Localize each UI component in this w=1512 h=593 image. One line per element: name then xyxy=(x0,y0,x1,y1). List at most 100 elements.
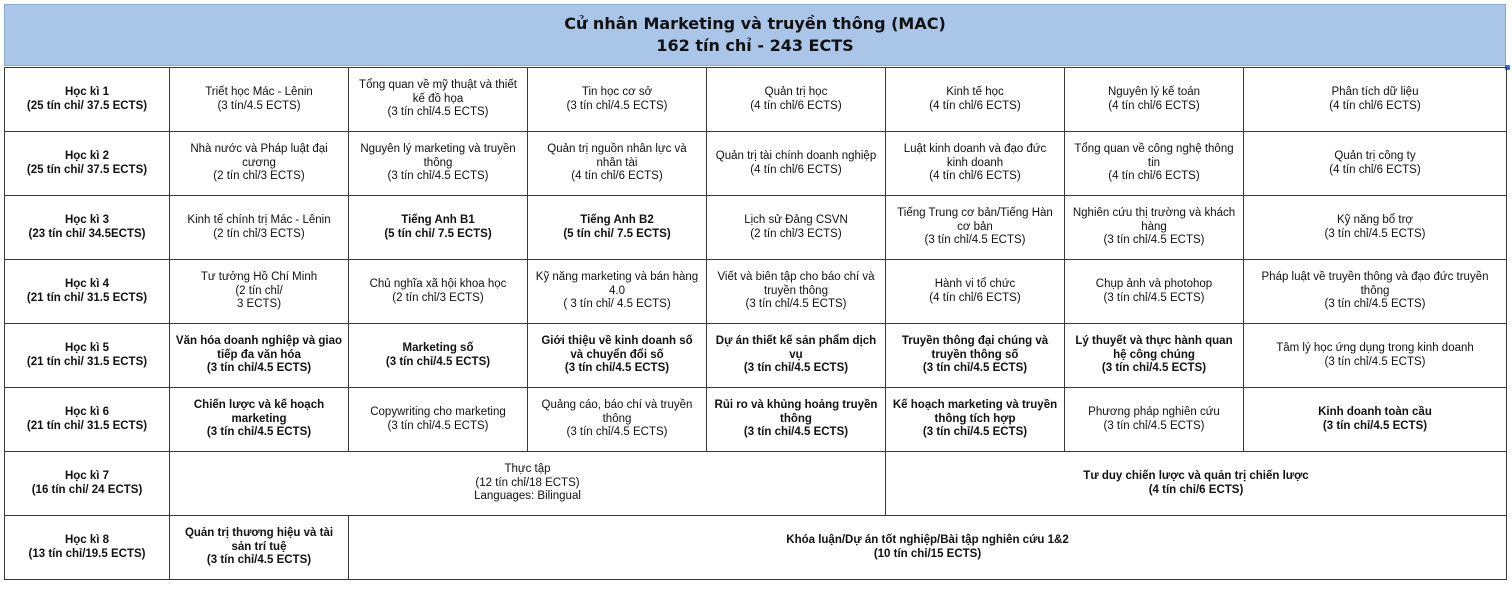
course-credits: (2 tín chỉ/3 ECTS) xyxy=(392,291,484,304)
course-cell[interactable]: Quản trị thương hiệu và tài sản trí tuệ (3… xyxy=(169,515,349,580)
course-cell[interactable]: Nguyên lý marketing và truyền thông (3 tín… xyxy=(348,131,528,196)
course-cell[interactable]: Lịch sử Đảng CSVN (2 tín chỉ/3 ECTS) xyxy=(706,195,886,260)
course-cell[interactable]: Copywriting cho marketing (3 tín chỉ/4.5 … xyxy=(348,387,528,452)
course-name: Kinh tế chính trị Mác - Lênin xyxy=(187,214,331,226)
semester-label-cell[interactable]: Học kì 5 (21 tín chỉ/ 31.5 ECTS) xyxy=(4,323,170,388)
course-cell[interactable]: Truyền thông đại chúng và truyền thông số… xyxy=(885,323,1065,388)
course-cell[interactable]: Tư tưởng Hồ Chí Minh (2 tín chỉ/3 ECTS) xyxy=(169,259,349,324)
course-credits: (4 tín chỉ/6 ECTS) xyxy=(1329,99,1421,112)
semester-name: Học kì 5 xyxy=(64,342,110,354)
course-cell[interactable]: Tiếng Anh B1 (5 tín chỉ/ 7.5 ECTS) xyxy=(348,195,528,260)
course-cell[interactable]: Dự án thiết kế sản phẩm dịch vụ (3 tín chỉ… xyxy=(706,323,886,388)
course-name: Kỹ năng marketing và bán hàng xyxy=(535,271,699,284)
course-name: Văn hóa doanh nghiệp và giao xyxy=(175,335,343,348)
course-name: Tiếng Trung cơ bản/Tiếng Hàn xyxy=(897,207,1053,220)
course-cell[interactable]: Quảng cáo, báo chí và truyền thông (3 tín … xyxy=(527,387,707,452)
course-name: Quản trị học xyxy=(764,86,828,98)
course-cell[interactable]: Phân tích dữ liệu (4 tín chỉ/6 ECTS) xyxy=(1243,67,1507,132)
semester-label-cell[interactable]: Học kì 3 (23 tín chỉ/ 34.5ECTS) xyxy=(4,195,170,260)
curriculum-table: Học kì 1 (25 tín chỉ/ 37.5 ECTS) Triết học… xyxy=(4,67,1507,580)
course-credits: ( 3 tín chỉ/ 4.5 ECTS) xyxy=(563,298,671,311)
program-header[interactable]: Cử nhân Marketing và truyền thông (MAC) … xyxy=(4,4,1506,66)
course-cell[interactable]: Rủi ro và khủng hoảng truyền thông (3 tín … xyxy=(706,387,886,452)
course-cell[interactable]: Marketing số (3 tín chỉ/4.5 ECTS) xyxy=(348,323,528,388)
course-name: tiếp đa văn hóa xyxy=(217,348,301,361)
course-cell[interactable]: Viết và biên tập cho báo chí và truyền th… xyxy=(706,259,886,324)
course-cell[interactable]: Tổng quan về mỹ thuật và thiết kế đồ họa(… xyxy=(348,67,528,132)
course-cell[interactable]: Chủ nghĩa xã hội khoa học (2 tín chỉ/3 EC… xyxy=(348,259,528,324)
course-name: Pháp luật về truyền thông và đạo đức tru… xyxy=(1261,271,1489,284)
course-name: Quản trị công ty xyxy=(1334,150,1416,162)
course-cell[interactable]: Tin học cơ sở (3 tín chỉ/4.5 ECTS) xyxy=(527,67,707,132)
semester-label-cell[interactable]: Học kì 6 (21 tín chỉ/ 31.5 ECTS) xyxy=(4,387,170,452)
course-cell[interactable]: Giới thiệu về kinh doanh số và chuyển đổi… xyxy=(527,323,707,388)
course-cell[interactable]: Chụp ảnh và photohop (3 tín chỉ/4.5 ECTS) xyxy=(1064,259,1244,324)
course-credits: (3 tín chỉ/4.5 ECTS) xyxy=(1324,227,1426,240)
course-cell[interactable]: Hành vi tổ chức (4 tín chỉ/6 ECTS) xyxy=(885,259,1065,324)
course-name: thông xyxy=(602,412,632,425)
course-cell[interactable]: Nhà nước và Pháp luật đại cương (2 tín chỉ… xyxy=(169,131,349,196)
course-name: hàng xyxy=(1141,220,1167,233)
semester-label-cell[interactable]: Học kì 1 (25 tín chỉ/ 37.5 ECTS) xyxy=(4,67,170,132)
semester-credits: (16 tín chỉ/ 24 ECTS) xyxy=(31,483,143,496)
course-cell[interactable]: Triết học Mác - Lênin (3 tín/4.5 ECTS) xyxy=(169,67,349,132)
semester-name: Học kì 8 xyxy=(64,534,110,546)
semester-name: Học kì 3 xyxy=(64,214,110,226)
course-cell[interactable]: Nguyên lý kế toán (4 tín chỉ/6 ECTS) xyxy=(1064,67,1244,132)
semester-label-cell[interactable]: Học kì 7 (16 tín chỉ/ 24 ECTS) xyxy=(4,451,170,516)
semester-row: Học kì 3 (23 tín chỉ/ 34.5ECTS) Kinh tế ch… xyxy=(4,195,1507,260)
course-name: Kinh tế học xyxy=(946,86,1004,98)
course-credits: (4 tín chỉ/6 ECTS) xyxy=(1329,163,1421,176)
course-cell[interactable]: Kinh tế học (4 tín chỉ/6 ECTS) xyxy=(885,67,1065,132)
course-name: Tiếng Anh B2 xyxy=(580,214,654,226)
course-cell[interactable]: Tiếng Anh B2 (5 tín chỉ/ 7.5 ECTS) xyxy=(527,195,707,260)
course-name: (12 tín chỉ/18 ECTS) xyxy=(475,476,580,489)
course-cell[interactable]: Văn hóa doanh nghiệp và giao tiếp đa văn … xyxy=(169,323,349,388)
course-cell[interactable]: Luật kinh doanh và đạo đức kinh doanh (4 t… xyxy=(885,131,1065,196)
course-cell[interactable]: Quản trị nguồn nhân lực và nhân tài (4 tín… xyxy=(527,131,707,196)
course-cell[interactable]: Chiến lược và kế hoạch marketing (3 tín ch… xyxy=(169,387,349,452)
course-cell[interactable]: Tiếng Trung cơ bản/Tiếng Hàn cơ bản (3 tín… xyxy=(885,195,1065,260)
course-name: Chủ nghĩa xã hội khoa học xyxy=(369,278,507,290)
course-cell[interactable]: Lý thuyết và thực hành quan hệ công chúng… xyxy=(1064,323,1244,388)
course-cell[interactable]: Kinh tế chính trị Mác - Lênin (2 tín chỉ/… xyxy=(169,195,349,260)
semester-row: Học kì 5 (21 tín chỉ/ 31.5 ECTS) Văn hóa d… xyxy=(4,323,1507,388)
course-cell[interactable]: Thực tập (12 tín chỉ/18 ECTS) Languages: B… xyxy=(169,451,886,516)
course-cell[interactable]: Nghiên cứu thị trường và khách hàng (3 tín… xyxy=(1064,195,1244,260)
course-cell[interactable]: Tổng quan về công nghệ thông tin (4 tín ch… xyxy=(1064,131,1244,196)
course-credits: (4 tín chỉ/6 ECTS) xyxy=(750,99,842,112)
course-cell[interactable]: Pháp luật về truyền thông và đạo đức tru… xyxy=(1243,259,1507,324)
course-name: Chụp ảnh và photohop xyxy=(1095,278,1213,290)
course-credits: (3 tín chỉ/4.5 ECTS) xyxy=(387,106,489,119)
semester-label-cell[interactable]: Học kì 4 (21 tín chỉ/ 31.5 ECTS) xyxy=(4,259,170,324)
course-cell[interactable]: Kỹ năng marketing và bán hàng 4.0( 3 tín … xyxy=(527,259,707,324)
course-cell[interactable]: Quản trị học (4 tín chỉ/6 ECTS) xyxy=(706,67,886,132)
sheet-top-edge xyxy=(0,0,1512,4)
semester-label-cell[interactable]: Học kì 2 (25 tín chỉ/ 37.5 ECTS) xyxy=(4,131,170,196)
course-name: Quản trị thương hiệu và tài xyxy=(184,527,334,540)
course-cell[interactable]: Phương pháp nghiên cứu (3 tín chỉ/4.5 ECT… xyxy=(1064,387,1244,452)
course-credits: (4 tín chỉ/6 ECTS) xyxy=(750,163,842,176)
semester-label-cell[interactable]: Học kì 8 (13 tín chỉ/19.5 ECTS) xyxy=(4,515,170,580)
course-name: (2 tín chỉ/ xyxy=(235,284,283,297)
course-cell[interactable]: Tư duy chiến lược và quản trị chiến lược… xyxy=(885,451,1507,516)
course-cell[interactable]: Quản trị công ty (4 tín chỉ/6 ECTS) xyxy=(1243,131,1507,196)
course-credits: (3 tín/4.5 ECTS) xyxy=(217,99,301,112)
course-cell[interactable]: Khóa luận/Dự án tốt nghiệp/Bài tập nghiê… xyxy=(348,515,1507,580)
course-credits: (4 tín chỉ/6 ECTS) xyxy=(571,170,663,183)
course-name: Nhà nước và Pháp luật đại xyxy=(190,143,328,156)
course-name: truyền thông xyxy=(764,284,828,297)
course-cell[interactable]: Kinh doanh toàn cầu (3 tín chỉ/4.5 ECTS) xyxy=(1243,387,1507,452)
course-cell[interactable]: Tâm lý học ứng dụng trong kinh doanh (3 t… xyxy=(1243,323,1507,388)
course-name: kế đồ họa xyxy=(412,92,464,105)
course-name: Tin học cơ sở xyxy=(581,86,653,98)
course-credits: (3 tín chỉ/4.5 ECTS) xyxy=(1324,298,1426,311)
course-cell[interactable]: Kỹ năng bổ trợ (3 tín chỉ/4.5 ECTS) xyxy=(1243,195,1507,260)
semester-name: Học kì 1 xyxy=(64,86,110,98)
course-name: Nguyên lý marketing và truyền xyxy=(360,143,516,156)
course-name: Dự án thiết kế sản phẩm dịch xyxy=(715,335,877,348)
course-cell[interactable]: Quản trị tài chính doanh nghiệp (4 tín ch… xyxy=(706,131,886,196)
selection-fill-handle[interactable] xyxy=(1505,65,1510,70)
course-cell[interactable]: Kế hoạch marketing và truyền thông tích h… xyxy=(885,387,1065,452)
course-name: kinh doanh xyxy=(946,156,1004,169)
